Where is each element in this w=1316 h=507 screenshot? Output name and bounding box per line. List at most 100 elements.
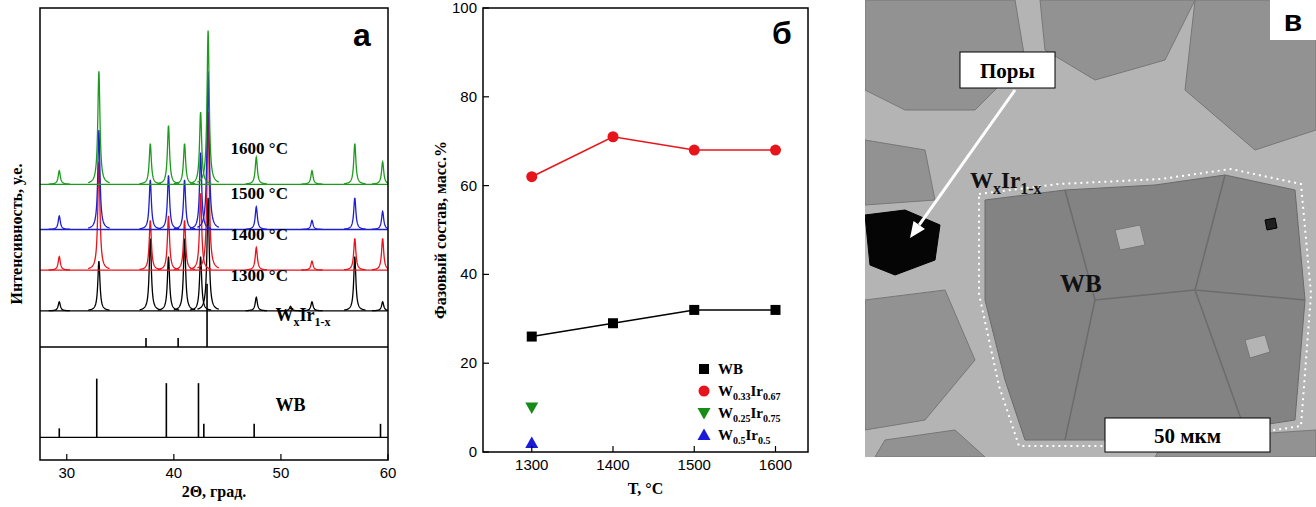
diffraction-peak bbox=[372, 162, 388, 184]
legend-marker bbox=[699, 386, 710, 397]
baseline bbox=[40, 437, 388, 438]
diffraction-peak bbox=[372, 239, 388, 270]
x-tick-label: 30 bbox=[58, 464, 75, 481]
legend-label: W0.25Ir0.75 bbox=[718, 405, 781, 424]
y-tick bbox=[483, 96, 489, 97]
x-tick-label: 1500 bbox=[678, 456, 711, 473]
diffraction-peak bbox=[88, 261, 109, 310]
formula-element: W bbox=[970, 168, 993, 193]
data-point bbox=[770, 145, 781, 156]
data-point bbox=[527, 332, 537, 342]
legend: WB W0.33Ir0.67 W0.25Ir0.75 W0.5Ir0.5 bbox=[698, 361, 781, 446]
diffraction-peak bbox=[140, 239, 161, 310]
formula-element: W bbox=[718, 383, 733, 399]
grain-boundary bbox=[1095, 290, 1195, 300]
pattern-label: 1300 °C bbox=[231, 266, 288, 285]
pore bbox=[865, 210, 940, 275]
x-axis-title: T, °C bbox=[628, 480, 663, 497]
baseline bbox=[40, 310, 388, 311]
formula-element: W bbox=[276, 305, 294, 325]
diffraction-peak bbox=[88, 130, 109, 228]
formula-element: Ir bbox=[300, 305, 315, 325]
matrix-island bbox=[1115, 225, 1145, 250]
reference-stick bbox=[203, 424, 205, 438]
grain bbox=[865, 290, 975, 430]
legend-marker bbox=[698, 408, 711, 420]
x-tick-label: 1600 bbox=[759, 456, 792, 473]
reference-stick bbox=[145, 338, 147, 347]
diffraction-peak bbox=[49, 302, 70, 311]
reference-stick bbox=[166, 383, 168, 437]
formula-element: Ir bbox=[746, 427, 759, 443]
diffraction-peak bbox=[174, 239, 195, 310]
formula-element: Ir bbox=[751, 383, 764, 399]
pore bbox=[1265, 218, 1277, 230]
diffraction-peak bbox=[88, 71, 109, 182]
diffraction-peak bbox=[372, 211, 388, 229]
scale-box bbox=[1105, 418, 1270, 452]
grain bbox=[865, 140, 935, 205]
diffraction-peak bbox=[158, 257, 179, 310]
legend-label: W0.33Ir0.67 bbox=[718, 383, 781, 402]
diffraction-peak bbox=[190, 153, 211, 229]
diffraction-peak bbox=[190, 193, 211, 269]
x-tick-label: 1400 bbox=[596, 456, 629, 473]
grain-boundary bbox=[1065, 300, 1095, 440]
pattern-label: 1600 °C bbox=[231, 139, 288, 158]
legend-marker bbox=[699, 364, 709, 374]
diffraction-peak bbox=[140, 180, 161, 229]
y-tick-label: 0 bbox=[469, 443, 477, 460]
formula-element: B bbox=[733, 361, 743, 377]
series-line bbox=[532, 137, 776, 177]
diffraction-peak bbox=[344, 144, 365, 184]
plot-marks bbox=[40, 31, 388, 438]
x-tick bbox=[387, 454, 388, 460]
panel-a: 1300 °C1400 °C1500 °C1600 °CWxIr1-xWB304… bbox=[8, 8, 396, 501]
panel-b: 1300140015001600020406080100T, °CФазовый… bbox=[432, 0, 808, 497]
reference-stick bbox=[58, 428, 60, 437]
matrix-label: WxIr1-x bbox=[970, 168, 1042, 197]
figure: 1300 °C1400 °C1500 °C1600 °CWxIr1-xWB304… bbox=[0, 0, 1316, 507]
formula-subscript: x bbox=[993, 180, 1001, 197]
grain-boundary bbox=[1195, 175, 1225, 290]
pattern-label: 1400 °C bbox=[231, 225, 288, 244]
data-point bbox=[608, 131, 619, 142]
reference-label: WxIr1-x bbox=[276, 305, 331, 329]
y-tick-label: 60 bbox=[460, 177, 477, 194]
diffraction-peak bbox=[372, 302, 388, 311]
data-point bbox=[526, 171, 537, 182]
diffraction-peak bbox=[197, 112, 218, 268]
label-box bbox=[960, 52, 1055, 88]
data-point bbox=[525, 403, 538, 415]
y-tick bbox=[483, 451, 489, 452]
y-tick-label: 20 bbox=[460, 354, 477, 371]
diffraction-peak bbox=[197, 31, 218, 183]
diffraction-peak bbox=[301, 171, 322, 184]
legend-label: W0.5Ir0.5 bbox=[718, 427, 771, 446]
formula-element: W bbox=[276, 395, 294, 415]
reference-stick bbox=[206, 284, 208, 347]
pattern-label: 1500 °C bbox=[231, 184, 288, 203]
baseline bbox=[40, 346, 388, 347]
diffraction-peak bbox=[174, 180, 195, 229]
diffraction-peak bbox=[49, 216, 70, 229]
reference-stick bbox=[380, 424, 382, 438]
formula-subscript: 0.67 bbox=[763, 391, 781, 402]
formula-subscript: 1-x bbox=[315, 315, 331, 329]
reference-stick bbox=[253, 424, 255, 438]
formula-element: W bbox=[1060, 270, 1085, 297]
panel-c: ПорыWxIr1-xWB50 мкмв bbox=[865, 0, 1316, 457]
x-tick-label: 60 bbox=[380, 464, 397, 481]
y-tick-label: 40 bbox=[460, 265, 477, 282]
y-tick-label: 80 bbox=[460, 88, 477, 105]
y-tick bbox=[483, 7, 489, 8]
panel-label: б bbox=[772, 15, 792, 51]
formula-subscript: 0.25 bbox=[733, 413, 751, 424]
grain-boundary bbox=[1195, 290, 1305, 300]
matrix bbox=[865, 0, 1316, 457]
panel-label-box bbox=[1270, 0, 1316, 40]
pores-label: Поры bbox=[980, 59, 1035, 83]
diffraction-peak bbox=[344, 257, 365, 310]
x-tick-label: 50 bbox=[273, 464, 290, 481]
plot-marks bbox=[525, 131, 781, 448]
